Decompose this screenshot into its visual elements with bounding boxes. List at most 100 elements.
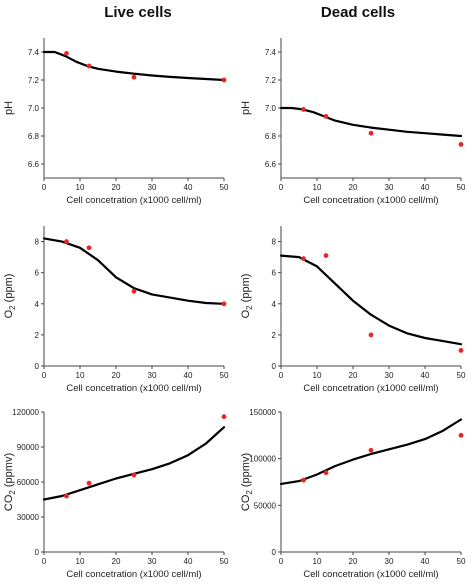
y-tick-label: 0 — [35, 548, 40, 557]
y-tick-label: 2 — [35, 331, 40, 340]
y-tick-label: 60000 — [17, 478, 40, 487]
x-tick-label: 50 — [220, 557, 229, 566]
x-tick-label: 50 — [457, 557, 466, 566]
y-tick-label: 0 — [272, 548, 277, 557]
data-point — [458, 142, 464, 147]
y-axis-label: CO2 (ppmv) — [240, 453, 254, 511]
y-tick-label: 6.8 — [28, 132, 40, 141]
data-point — [301, 477, 306, 483]
x-tick-label: 40 — [184, 183, 193, 192]
x-tick-label: 10 — [76, 557, 85, 566]
y-axis-label: CO2 (ppmv) — [3, 453, 17, 511]
y-tick-label: 120000 — [12, 408, 39, 417]
data-point — [368, 332, 374, 338]
y-tick-label: 2 — [272, 331, 277, 340]
y-tick-label: 7.0 — [265, 104, 277, 113]
data-point — [368, 447, 374, 453]
data-point — [221, 77, 227, 83]
data-point — [323, 470, 329, 476]
y-tick-label: 7.4 — [265, 48, 277, 57]
data-point — [221, 414, 227, 420]
x-tick-label: 20 — [112, 371, 121, 380]
data-point — [368, 130, 374, 136]
data-point — [64, 493, 69, 499]
data-point — [323, 114, 329, 119]
x-tick-label: 0 — [279, 371, 284, 380]
x-tick-label: 0 — [279, 557, 284, 566]
chart-dead-o2: 0 2 4 6 8 0 10 20 30 40 50 Cell concetration (x1000… — [240, 226, 466, 394]
fit-line — [42, 50, 226, 82]
data-point — [131, 74, 137, 80]
y-tick-label: 4 — [35, 300, 40, 309]
x-tick-label: 30 — [385, 371, 394, 380]
x-tick-label: 40 — [184, 557, 193, 566]
x-tick-label: 20 — [112, 557, 121, 566]
chart-live-co2: 0 30000 60000 90000 120000 0 10 20 30 40 50 Cell co… — [3, 408, 229, 580]
y-tick-label: 50000 — [254, 501, 277, 510]
y-tick-label: 30000 — [17, 513, 40, 522]
y-tick-label: 6.6 — [265, 160, 277, 169]
chart-dead-ph: 6.6 6.8 7.0 7.2 7.4 0 10 20 30 40 50 Cell concetrat… — [240, 38, 466, 206]
data-point — [221, 301, 227, 307]
x-tick-label: 30 — [148, 371, 157, 380]
x-tick-label: 10 — [76, 371, 85, 380]
y-tick-label: 7.4 — [28, 48, 40, 57]
x-axis-label: Cell concetration (x1000 cell/ml) — [303, 569, 438, 580]
y-tick-label: 150000 — [249, 408, 276, 417]
y-tick-label: 100000 — [249, 455, 276, 464]
y-tick-label: 8 — [35, 238, 40, 247]
column-title-dead: Dead cells — [320, 4, 396, 21]
x-tick-label: 0 — [42, 183, 47, 192]
x-axis-label: Cell concetration (x1000 cell/ml) — [303, 383, 438, 394]
x-tick-label: 40 — [421, 183, 430, 192]
data-point — [86, 63, 92, 69]
x-axis-label: Cell concetration (x1000 cell/ml) — [66, 383, 201, 394]
fit-line — [42, 237, 226, 305]
x-tick-label: 30 — [385, 557, 394, 566]
x-tick-label: 20 — [349, 183, 358, 192]
x-tick-label: 30 — [385, 183, 394, 192]
y-tick-label: 0 — [35, 362, 40, 371]
x-tick-label: 50 — [220, 183, 229, 192]
x-tick-label: 10 — [313, 371, 322, 380]
data-point — [86, 480, 92, 486]
x-tick-label: 40 — [421, 371, 430, 380]
column-title-live: Live cells — [104, 4, 172, 21]
x-axis-label: Cell concetration (x1000 cell/ml) — [66, 569, 201, 580]
x-axis-label: Cell concetration (x1000 cell/ml) — [66, 195, 201, 206]
x-tick-label: 30 — [148, 557, 157, 566]
x-tick-label: 30 — [148, 183, 157, 192]
data-point — [458, 432, 464, 438]
data-point — [301, 107, 306, 112]
y-axis-label: O2 (ppm) — [3, 274, 17, 319]
data-point — [131, 288, 137, 294]
y-tick-label: 7.2 — [28, 76, 40, 85]
y-tick-label: 6.6 — [28, 160, 40, 169]
data-point — [64, 239, 69, 244]
y-tick-label: 6.8 — [265, 132, 277, 141]
y-axis-label: pH — [3, 101, 15, 115]
chart-live-ph: 6.6 6.8 7.0 7.2 7.4 0 10 20 30 40 50 Cell concetrat… — [3, 38, 229, 206]
chart-live-o2: 0 2 4 6 8 0 10 20 30 40 50 Cell concetration (x1000… — [3, 226, 229, 394]
fit-line — [279, 254, 463, 346]
chart-dead-co2: 0 50000 100000 150000 0 10 20 30 40 50 Cell concet… — [240, 408, 466, 580]
x-tick-label: 10 — [76, 183, 85, 192]
data-point — [301, 256, 306, 262]
y-tick-label: 0 — [272, 362, 277, 371]
x-tick-label: 10 — [313, 183, 322, 192]
x-tick-label: 50 — [220, 371, 229, 380]
x-tick-label: 50 — [457, 371, 466, 380]
y-tick-label: 7.0 — [28, 104, 40, 113]
x-tick-label: 0 — [42, 371, 47, 380]
y-tick-label: 6 — [272, 269, 277, 278]
x-axis-label: Cell concetration (x1000 cell/ml) — [303, 195, 438, 206]
y-tick-label: 4 — [272, 300, 277, 309]
x-tick-label: 50 — [457, 183, 466, 192]
y-tick-label: 6 — [35, 269, 40, 278]
data-point — [131, 472, 137, 478]
y-tick-label: 7.2 — [265, 76, 277, 85]
data-point — [458, 348, 464, 353]
data-point — [323, 253, 329, 258]
x-tick-label: 40 — [184, 371, 193, 380]
y-axis-label: pH — [240, 101, 252, 115]
